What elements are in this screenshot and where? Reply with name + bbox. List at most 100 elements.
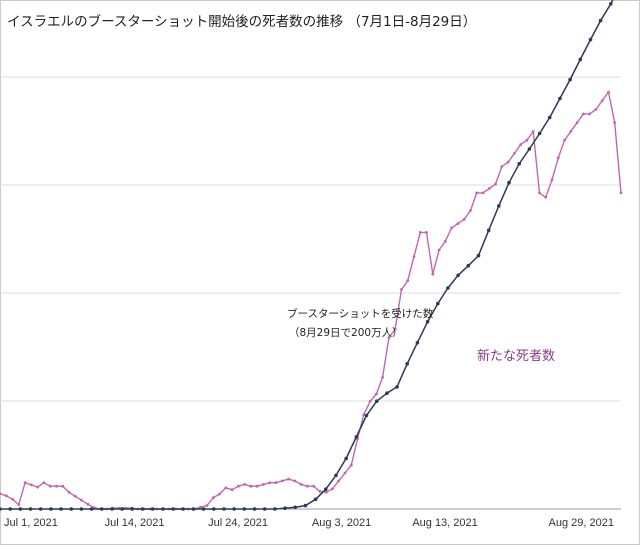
deaths-point [86,502,90,506]
deaths-point [375,392,378,396]
booster-point [354,435,359,439]
deaths-point [243,483,247,486]
booster-point [558,96,562,101]
deaths-point [431,272,435,276]
deaths-point [607,90,610,94]
deaths-point [268,481,272,485]
deaths-point [230,488,234,492]
booster-point [517,162,521,166]
booster-point [344,456,348,461]
deaths-point [437,248,441,252]
booster-point [110,507,114,511]
booster-point [0,507,2,511]
chart-title: イスラエルのブースターショット開始後の死者数の推移 （7月1日-8月29日） [7,14,477,30]
deaths-point [224,486,228,490]
deaths-point [349,463,353,467]
x-tick-label: Jul 14, 2021 [105,517,165,529]
deaths-point [211,496,215,499]
booster-point [18,507,23,511]
booster-point [293,505,298,510]
booster-point [130,507,135,511]
deaths-point [299,483,303,486]
deaths-point [556,156,560,160]
booster-point [609,2,613,6]
booster-point [324,487,328,492]
deaths-point [481,191,485,195]
booster-point [486,228,491,233]
deaths-point [255,484,259,488]
deaths-line [0,91,622,510]
booster-point [283,506,287,511]
booster-point [497,204,501,208]
booster-point [568,77,572,82]
deaths-point [48,484,52,488]
deaths-point [80,498,83,502]
booster-point [89,507,94,511]
deaths-point [331,487,334,491]
deaths-annotation: 新たな死者数 [477,348,555,364]
booster-point [588,37,593,42]
deaths-point [0,492,2,495]
deaths-point [362,413,366,416]
booster-point [262,507,267,511]
x-tick-label: Jul 1, 2021 [4,517,58,529]
deaths-point [368,400,372,403]
deaths-point [444,239,447,243]
booster-point [507,180,511,185]
booster-point [161,507,165,511]
booster-point [385,391,389,396]
deaths-point [550,178,554,182]
deaths-point [393,327,397,331]
deaths-point [619,191,623,195]
booster-point [537,131,542,136]
x-tick-label: Aug 13, 2021 [412,517,477,529]
deaths-point [600,99,604,103]
x-tick-label: Aug 29, 2021 [549,517,614,529]
deaths-point [318,490,322,493]
deaths-point [312,484,315,488]
deaths-point [525,138,529,142]
deaths-point [387,336,391,340]
deaths-point [506,160,510,164]
booster-point [222,507,226,511]
deaths-point [11,497,14,501]
booster-point [28,507,33,511]
deaths-point [569,130,573,133]
deaths-series [0,90,623,511]
deaths-point [456,222,460,226]
booster-annotation-line2: （8月29日で200万人） [289,327,403,339]
gridlines [0,76,621,510]
booster-point [201,507,206,511]
booster-point [140,507,145,511]
deaths-point [469,209,472,212]
booster-point [395,385,399,389]
deaths-point [594,108,598,111]
booster-point [212,507,216,511]
deaths-point [4,494,8,498]
deaths-point [67,490,71,494]
deaths-point [237,484,240,488]
deaths-point [61,484,65,488]
booster-point [69,507,74,511]
booster-annotation-line1: ブースターショットを受けた数 [287,307,434,320]
deaths-point [513,152,516,155]
deaths-point [406,279,410,283]
deaths-point [287,477,290,481]
booster-point [415,340,420,345]
deaths-point [343,471,347,475]
booster-line [0,0,614,510]
booster-point [8,507,12,511]
x-axis-tick-labels: Jul 1, 2021 Jul 14, 2021 Jul 24, 2021 Aug 3… [4,517,614,529]
deaths-point [563,138,566,142]
deaths-point [538,191,541,195]
deaths-point [450,226,453,230]
booster-point [242,507,247,511]
deaths-point [500,165,504,169]
booster-point [547,115,552,120]
deaths-point [588,112,591,116]
booster-point [405,362,410,366]
booster-point [334,473,338,478]
deaths-point [42,481,46,485]
deaths-point [17,503,21,506]
deaths-point [274,481,278,485]
